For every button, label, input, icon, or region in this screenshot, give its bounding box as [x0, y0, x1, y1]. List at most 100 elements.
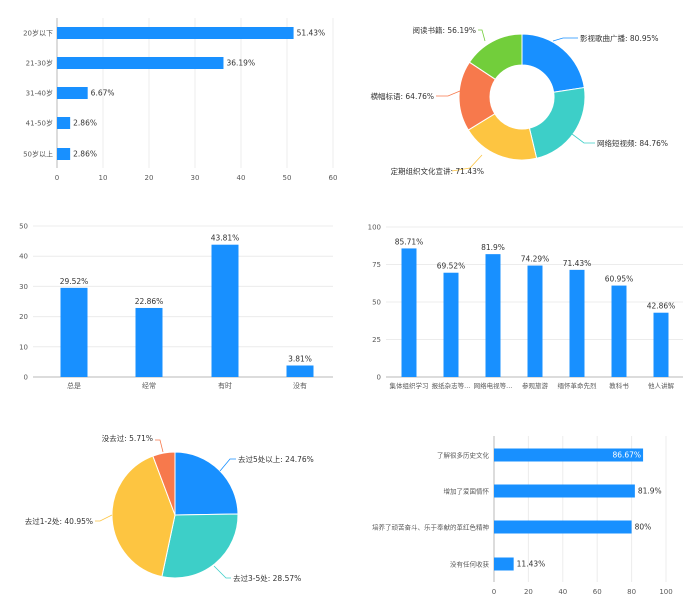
data-label: 69.52% — [437, 262, 466, 271]
data-label: 86.67% — [612, 451, 641, 460]
category-label: 31-40岁 — [26, 89, 53, 98]
slice-label: 定期组织文化宣讲: 71.43% — [390, 166, 484, 176]
chart-frequency-bar: 0 10 20 30 40 50 29.52% 总是 22.86% 经常 43.81% 有时 3.81%… — [19, 223, 333, 390]
bar — [401, 248, 417, 377]
leader-line — [155, 439, 164, 453]
category-label: 50岁以上 — [23, 150, 53, 159]
x-tick-label: 0 — [55, 174, 59, 182]
leader-line — [451, 154, 483, 172]
bar — [211, 244, 239, 377]
category-label: 缅怀革命先烈 — [558, 381, 598, 390]
category-label: 了解很多历史文化 — [437, 451, 490, 460]
category-label: 21-30岁 — [26, 59, 53, 68]
leader-line — [571, 133, 595, 144]
x-tick-label: 20 — [145, 174, 154, 182]
x-tick-label: 60 — [329, 174, 338, 182]
bar — [494, 484, 635, 498]
bar — [57, 148, 71, 160]
y-tick-label: 40 — [19, 253, 28, 261]
y-tick-label: 25 — [372, 336, 381, 344]
bar — [57, 87, 88, 99]
chart-learning-ways-bar: 0 25 50 75 100 85.71% 集体组织学习 69.52% 报纸杂志等... 81.9… — [368, 224, 683, 390]
leader-line — [436, 90, 461, 97]
category-label: 没有任何收获 — [450, 560, 490, 569]
y-tick-label: 0 — [377, 374, 381, 382]
category-label: 增加了爱国情怀 — [444, 487, 490, 496]
x-tick-label: 100 — [659, 588, 672, 596]
bar — [569, 269, 585, 377]
bar — [611, 285, 627, 377]
leader-line — [213, 565, 231, 579]
chart-gains-horizontal-bar: 0 20 40 60 80 100 了解很多历史文化 86.67% 增加了爱国情怀 81.9% 培养… — [372, 436, 673, 596]
pie-slice — [111, 455, 176, 578]
bar — [485, 254, 501, 377]
data-label: 2.86% — [73, 150, 97, 159]
category-label: 教科书 — [609, 381, 629, 390]
data-label: 85.71% — [395, 237, 424, 246]
chart-visits-pie: 去过5处以上: 24.76% 去过3-5处: 28.57% 去过1-2处: 40.9… — [25, 433, 314, 583]
data-label: 74.29% — [521, 255, 550, 264]
category-label: 有时 — [218, 381, 232, 390]
category-label: 他人讲解 — [648, 381, 675, 390]
y-tick-label: 50 — [19, 223, 28, 231]
bar — [57, 117, 71, 129]
category-label: 网络电视等... — [474, 381, 513, 390]
bar — [494, 448, 644, 462]
slice-label: 网络短视频: 84.76% — [597, 138, 668, 148]
y-tick-label: 10 — [19, 343, 28, 351]
y-tick-label: 0 — [24, 374, 28, 382]
chart-age-horizontal-bar: 0 10 20 30 40 50 60 20岁以下 51.43% 21-30岁 36.19% 31-4… — [23, 18, 337, 182]
leader-line — [552, 37, 578, 42]
x-tick-label: 40 — [237, 174, 246, 182]
y-tick-label: 100 — [368, 224, 381, 232]
slice-label: 去过5处以上: 24.76% — [238, 454, 314, 464]
bar — [135, 307, 163, 377]
x-tick-label: 0 — [492, 588, 496, 596]
data-label: 36.19% — [226, 59, 255, 68]
data-label: 2.86% — [73, 119, 97, 128]
category-label: 培养了顽苦奋斗、乐于奉献的革红色精神 — [372, 523, 489, 532]
x-tick-label: 80 — [627, 588, 636, 596]
bar — [443, 272, 459, 377]
y-tick-label: 20 — [19, 313, 28, 321]
x-tick-label: 60 — [593, 588, 602, 596]
slice-label: 去过1-2处: 40.95% — [25, 516, 93, 526]
x-tick-label: 20 — [524, 588, 533, 596]
bar — [527, 265, 543, 377]
bar — [286, 365, 314, 377]
data-label: 3.81% — [288, 354, 312, 363]
leader-line — [95, 514, 113, 522]
slice-label: 没去过: 5.71% — [102, 433, 153, 443]
data-label: 71.43% — [563, 259, 592, 268]
bar — [60, 287, 88, 377]
x-tick-label: 30 — [191, 174, 200, 182]
bar — [57, 27, 294, 39]
category-label: 总是 — [67, 381, 81, 390]
x-tick-label: 10 — [99, 174, 108, 182]
bar — [494, 557, 514, 571]
donut-slice — [521, 33, 585, 93]
slice-label: 阅读书籍: 56.19% — [412, 25, 476, 35]
pie-slice — [161, 513, 239, 579]
data-label: 43.81% — [211, 234, 240, 243]
data-label: 42.86% — [647, 302, 676, 311]
bar — [57, 57, 224, 69]
category-label: 41-50岁 — [26, 119, 53, 128]
pie-slice — [152, 451, 176, 516]
data-label: 80% — [635, 523, 652, 532]
y-tick-label: 30 — [19, 283, 28, 291]
slice-label: 去过3-5处: 28.57% — [233, 573, 301, 583]
data-label: 60.95% — [605, 275, 634, 284]
donut-slice — [528, 86, 586, 159]
data-label: 51.43% — [297, 29, 326, 38]
leader-line — [478, 29, 486, 42]
category-label: 没有 — [293, 381, 307, 390]
category-label: 20岁以下 — [23, 29, 53, 38]
category-label: 经常 — [142, 381, 156, 390]
x-tick-label: 50 — [283, 174, 292, 182]
category-label: 集体组织学习 — [390, 381, 429, 390]
category-label: 参观旅游 — [522, 381, 549, 390]
slice-label: 横幅标语: 64.76% — [370, 91, 434, 101]
x-tick-label: 40 — [558, 588, 567, 596]
